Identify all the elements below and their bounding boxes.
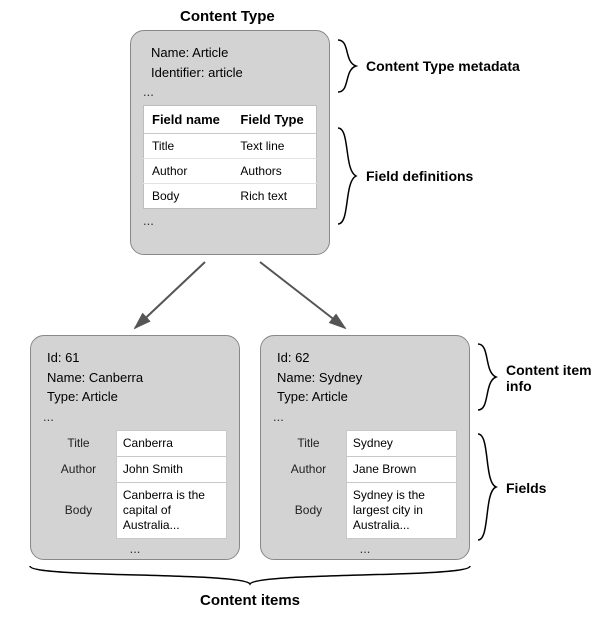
table-header-row: Field name Field Type [144, 106, 317, 134]
field-value-title: Canberra [116, 430, 226, 456]
content-type-box: Name: Article Identifier: article ... Fi… [130, 30, 330, 255]
content-item-box: Id: 61 Name: Canberra Type: Article ... … [30, 335, 240, 560]
ct-meta-name: Name: Article [151, 43, 317, 63]
field-label-author: Author [273, 456, 346, 482]
field-label-title: Title [273, 430, 346, 456]
label-field-definitions: Field definitions [366, 168, 473, 184]
cell-type: Rich text [232, 184, 316, 209]
field-value-body: Sydney is the largest city in Australia.… [346, 482, 456, 538]
label-content-item-info: Content item info [506, 362, 606, 394]
ct-meta-ellipsis: ... [143, 84, 317, 99]
item-fields-ellipsis: ... [273, 541, 457, 556]
field-value-title: Sydney [346, 430, 456, 456]
brace-item-info [474, 342, 500, 412]
item-info-ellipsis: ... [43, 409, 227, 424]
cell-name: Body [144, 184, 233, 209]
item-type: Type: Article [277, 387, 457, 407]
table-row: Author Authors [144, 159, 317, 184]
brace-content-items [28, 564, 472, 588]
field-label-body: Body [43, 482, 116, 538]
diagram-title: Content Type [180, 8, 275, 25]
field-definitions-table: Field name Field Type Title Text line Au… [143, 105, 317, 209]
cell-type: Text line [232, 134, 316, 159]
cell-type: Authors [232, 159, 316, 184]
ct-meta-identifier: Identifier: article [151, 63, 317, 83]
table-row: Body Rich text [144, 184, 317, 209]
table-row: Title Text line [144, 134, 317, 159]
field-label-title: Title [43, 430, 116, 456]
content-item-box: Id: 62 Name: Sydney Type: Article ... Ti… [260, 335, 470, 560]
col-field-name: Field name [144, 106, 233, 134]
item-id: Id: 61 [47, 348, 227, 368]
brace-ct-meta [334, 38, 360, 94]
field-value-author: Jane Brown [346, 456, 456, 482]
def-ellipsis: ... [143, 213, 317, 228]
field-value-author: John Smith [116, 456, 226, 482]
item-type: Type: Article [47, 387, 227, 407]
field-label-body: Body [273, 482, 346, 538]
cell-name: Title [144, 134, 233, 159]
item-info-ellipsis: ... [273, 409, 457, 424]
col-field-type: Field Type [232, 106, 316, 134]
item-fields-table: Title Sydney Author Jane Brown Body Sydn… [273, 430, 457, 539]
field-value-body: Canberra is the capital of Australia... [116, 482, 226, 538]
item-fields-table: Title Canberra Author John Smith Body Ca… [43, 430, 227, 539]
label-fields: Fields [506, 480, 546, 496]
field-label-author: Author [43, 456, 116, 482]
brace-field-def [334, 126, 360, 226]
cell-name: Author [144, 159, 233, 184]
item-fields-ellipsis: ... [43, 541, 227, 556]
item-name: Name: Canberra [47, 368, 227, 388]
brace-fields [474, 432, 500, 542]
item-name: Name: Sydney [277, 368, 457, 388]
label-ct-metadata: Content Type metadata [366, 58, 520, 74]
label-content-items: Content items [200, 592, 300, 609]
item-id: Id: 62 [277, 348, 457, 368]
